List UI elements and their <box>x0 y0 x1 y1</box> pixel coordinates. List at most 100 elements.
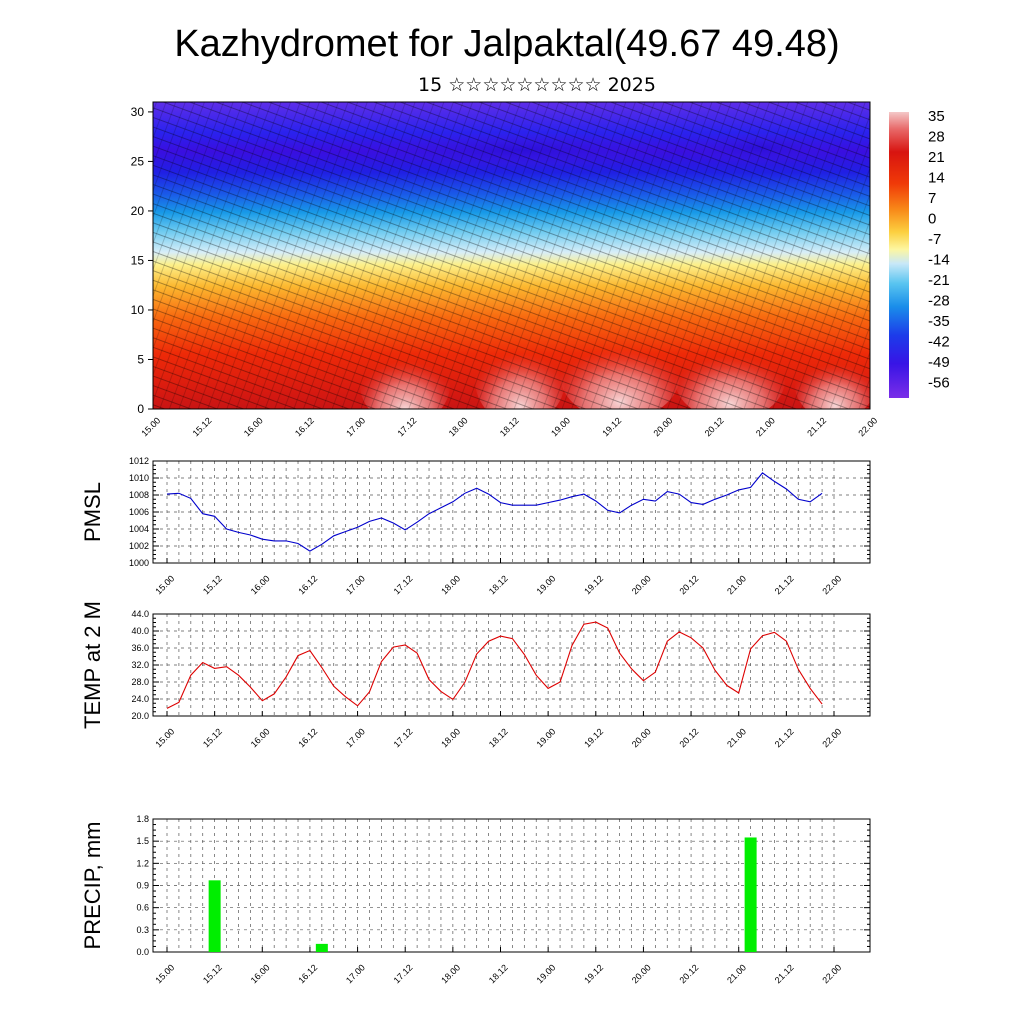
precip-bar <box>315 943 328 952</box>
colorbar-label: 28 <box>928 129 945 146</box>
x-tick-label: 21.12 <box>773 726 796 749</box>
y-tick-label: 0.3 <box>136 925 149 935</box>
x-tick-label: 17.12 <box>392 573 415 596</box>
x-tick-label: 20.12 <box>677 573 700 596</box>
colorbar-label: -28 <box>928 293 950 310</box>
temp-panel: 20.0 24.0 28.0 32.0 36.0 40.0 44.0 15.00 15.12 16… <box>80 601 871 749</box>
wind-vector-overlay <box>153 102 870 409</box>
x-tick-label: 16.12 <box>296 573 319 596</box>
colorbar-label: -42 <box>928 334 950 351</box>
x-tick-label: 19.12 <box>582 573 605 596</box>
y-tick-label: 1.8 <box>136 814 149 824</box>
x-tick-label: 21.12 <box>773 962 796 985</box>
y-tick-label: 20.0 <box>131 711 149 721</box>
cross-section-frame <box>152 101 871 410</box>
y-axis-label: PRECIP, mm <box>80 822 105 950</box>
x-tick-label: 19.00 <box>549 415 572 438</box>
pmsl-line <box>166 472 823 552</box>
x-tick-label: 21.12 <box>805 415 828 438</box>
y-tick-label: 1012 <box>129 456 149 466</box>
colorbar-label: -7 <box>928 231 941 248</box>
y-tick-label: 28.0 <box>131 677 149 687</box>
colorbar-label: -56 <box>928 375 950 392</box>
x-tick-label: 17.12 <box>395 415 418 438</box>
y-tick-label: 44.0 <box>131 609 149 619</box>
colorbar-label: 14 <box>928 170 945 187</box>
y-tick-label: 32.0 <box>131 660 149 670</box>
x-tick-label: 22.00 <box>820 726 843 749</box>
x-tick-label: 22.00 <box>820 962 843 985</box>
x-tick-label: 15.00 <box>139 415 162 438</box>
precip-bar <box>208 880 221 952</box>
colorbar-label: -35 <box>928 313 950 330</box>
x-tick-label: 15.12 <box>201 573 224 596</box>
x-tick-label: 21.00 <box>725 726 748 749</box>
x-tick-label: 17.00 <box>344 962 367 985</box>
colorbar-label: 35 <box>928 108 945 125</box>
y-tick-label: 0.0 <box>136 947 149 957</box>
colorbar-label: 0 <box>928 211 936 228</box>
y-tick-label: 1004 <box>129 524 149 534</box>
y-tick-label: 1.5 <box>136 836 149 846</box>
x-tick-label: 21.12 <box>773 573 796 596</box>
colorbar-label: -14 <box>928 252 950 269</box>
x-tick-label: 21.00 <box>725 573 748 596</box>
colorbar-label: -21 <box>928 272 950 289</box>
x-tick-label: 18.00 <box>439 962 462 985</box>
x-tick-label: 15.00 <box>153 573 176 596</box>
x-tick-label: 15.12 <box>201 726 224 749</box>
x-tick-label: 21.00 <box>725 962 748 985</box>
panel-frame <box>152 613 871 717</box>
x-tick-label: 19.12 <box>600 415 623 438</box>
x-tick-label: 16.12 <box>296 726 319 749</box>
x-tick-label: 17.12 <box>392 726 415 749</box>
y-tick-label: 1010 <box>129 473 149 483</box>
panel-frame <box>152 460 871 564</box>
colorbar-gradient <box>889 112 909 398</box>
cross-section-panel: 0 5 10 15 20 25 30 15.00 15.12 16.00 16.12 17.00 17… <box>131 101 879 438</box>
x-tick-label: 16.00 <box>249 573 272 596</box>
x-tick-label: 19.12 <box>582 726 605 749</box>
colorbar-label: 7 <box>928 190 936 207</box>
y-axis-label: TEMP at 2 M <box>80 601 105 729</box>
x-tick-label: 19.00 <box>535 726 558 749</box>
x-tick-label: 20.00 <box>630 962 653 985</box>
x-tick-label: 18.12 <box>487 962 510 985</box>
y-tick-label: 1008 <box>129 490 149 500</box>
x-tick-label: 20.00 <box>630 573 653 596</box>
cross-section-y-axis: 0 5 10 15 20 25 30 <box>131 105 153 416</box>
colorbar-label: 21 <box>928 149 945 166</box>
x-tick-label: 16.00 <box>242 415 265 438</box>
x-tick-label: 15.12 <box>201 962 224 985</box>
x-tick-label: 15.12 <box>191 415 214 438</box>
x-tick-label: 18.00 <box>447 415 470 438</box>
x-tick-label: 20.00 <box>630 726 653 749</box>
colorbar: 35 28 21 14 7 0 -7 -14 -21 -28 -35 -42 -49 -56 <box>889 108 950 398</box>
precip-bar <box>744 837 757 952</box>
y-axis-label: PMSL <box>80 482 105 542</box>
y-tick-label: 1000 <box>129 558 149 568</box>
temp-line <box>166 621 823 709</box>
y-tick-label: 0.6 <box>136 903 149 913</box>
x-tick-label: 20.12 <box>703 415 726 438</box>
x-tick-label: 18.12 <box>487 726 510 749</box>
x-tick-label: 22.00 <box>856 415 879 438</box>
y-tick-label: 1002 <box>129 541 149 551</box>
x-tick-label: 20.12 <box>677 962 700 985</box>
cross-section-x-axis: 15.00 15.12 16.00 16.12 17.00 17.12 18.00 18.12… <box>139 415 879 438</box>
x-tick-label: 15.00 <box>153 726 176 749</box>
panel-frame <box>152 818 871 953</box>
y-tick-label: 1.2 <box>136 858 149 868</box>
y-tick-label: 20 <box>131 204 145 218</box>
colorbar-labels: 35 28 21 14 7 0 -7 -14 -21 -28 -35 -42 -49 -56 <box>928 108 950 392</box>
x-tick-label: 18.00 <box>439 573 462 596</box>
y-tick-label: 25 <box>131 154 145 168</box>
x-tick-label: 20.00 <box>652 415 675 438</box>
x-tick-label: 20.12 <box>677 726 700 749</box>
x-tick-label: 15.00 <box>153 962 176 985</box>
y-tick-label: 24.0 <box>131 694 149 704</box>
y-tick-label: 1006 <box>129 507 149 517</box>
y-tick-label: 15 <box>131 253 145 267</box>
y-tick-label: 0.9 <box>136 881 149 891</box>
